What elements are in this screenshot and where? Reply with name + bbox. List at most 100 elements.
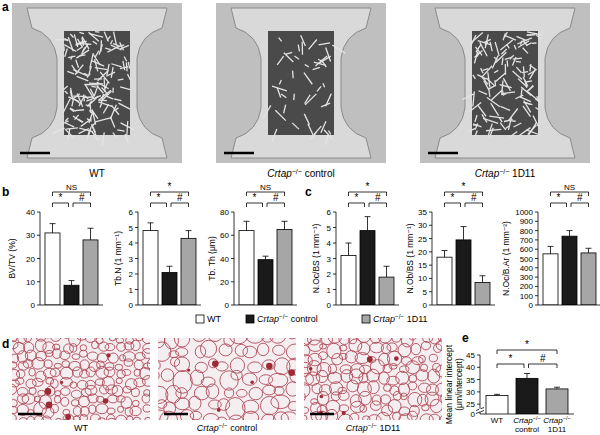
trabecula	[501, 106, 510, 110]
trabecula	[75, 109, 84, 111]
marrow-cavity	[268, 31, 334, 135]
bar-chart: 020406080Tb. Th (μm)NS*#	[207, 183, 297, 310]
y-tick	[37, 305, 40, 306]
y-tick-label: 0	[529, 301, 534, 310]
y-tick	[135, 305, 138, 306]
error-stem	[386, 266, 387, 277]
trabecula	[127, 74, 130, 80]
trabecula	[74, 115, 78, 120]
trabecula	[125, 134, 128, 143]
alveolar-wall	[130, 406, 141, 415]
alveolar-wall	[347, 380, 359, 392]
bar	[143, 231, 158, 305]
alveolar-wall	[175, 398, 190, 410]
y-tick	[535, 239, 538, 240]
alveolar-wall	[274, 387, 284, 396]
alveolar-wall	[248, 362, 262, 373]
alveolar-wall	[134, 378, 146, 387]
trabecula	[526, 43, 531, 46]
trabecula	[324, 130, 333, 140]
y-tick-label: 500	[520, 255, 534, 264]
marrow-cavity	[64, 31, 130, 135]
error-stem	[463, 227, 464, 240]
trabecula	[98, 100, 107, 102]
alveolar-wall	[359, 391, 372, 405]
error-bar	[586, 248, 592, 253]
alveolar-wall	[90, 414, 100, 420]
alveolar-wall	[86, 367, 95, 377]
alveolar-wall	[428, 369, 440, 383]
trabecula	[80, 54, 86, 56]
blood-cells	[187, 369, 190, 372]
trabecula	[292, 71, 294, 79]
trabecula	[92, 86, 97, 88]
panel-label: e	[462, 331, 469, 345]
image-background	[304, 338, 442, 420]
bar	[581, 253, 596, 305]
blood-cells	[320, 395, 324, 399]
trabecula	[95, 118, 110, 122]
trabecula	[529, 65, 536, 70]
y-tick-label: 10	[418, 274, 427, 283]
y-tick-label: 10	[26, 278, 35, 287]
error-cap	[586, 248, 592, 249]
y-tick	[535, 221, 538, 222]
alveolar-wall	[429, 414, 440, 420]
alveolar-wall	[203, 413, 219, 420]
blood-cells	[65, 414, 71, 420]
trabecula	[112, 88, 114, 93]
y-tick-label: 2	[129, 270, 134, 279]
alveolar-wall	[400, 393, 407, 400]
alveolar-wall	[158, 370, 159, 380]
y-tick	[135, 289, 138, 290]
error-cap	[88, 228, 94, 229]
trabecula	[308, 124, 314, 137]
y-tick	[477, 379, 480, 380]
alveolar-wall	[326, 400, 340, 414]
alveolar-wall	[106, 385, 118, 394]
trabecula	[77, 94, 83, 107]
alveolar-wall	[55, 391, 61, 396]
y-tick-label: 800	[520, 227, 534, 236]
bar-chart: 01002003004005006007008009001000N.Oc/B.A…	[501, 183, 600, 310]
alveolar-wall	[288, 401, 296, 410]
y-tick-label: 3	[129, 255, 134, 264]
alveolar-wall	[381, 343, 390, 353]
trabecula	[500, 85, 512, 88]
alveolar-wall	[142, 376, 150, 387]
significance-label: *	[157, 192, 161, 203]
histology-image	[5, 330, 162, 435]
trabecula	[499, 117, 502, 122]
trabecula	[91, 60, 104, 66]
trabecula	[478, 106, 486, 117]
y-tick-label: 4	[327, 239, 332, 248]
alveolar-wall	[192, 338, 207, 341]
alveolar-wall	[200, 340, 216, 357]
trabecula	[64, 38, 68, 40]
axis-break	[476, 408, 484, 414]
trabecula	[87, 129, 90, 138]
y-tick	[333, 305, 336, 306]
y-tick-label: 0	[423, 301, 428, 310]
trabecula	[526, 130, 538, 135]
trabecula	[517, 36, 527, 40]
error-cap	[148, 222, 154, 223]
y-tick-label: 20	[220, 278, 229, 287]
alveolar-wall	[350, 395, 361, 408]
genotype-superscript: −/−	[533, 415, 541, 421]
trabecula	[63, 46, 64, 50]
y-tick-label: 0	[225, 301, 230, 310]
error-stem	[71, 281, 72, 286]
comparison-bracket	[247, 203, 263, 207]
error-bar	[244, 221, 250, 230]
bar	[516, 378, 538, 414]
alveolar-wall	[286, 344, 296, 360]
trabecula	[99, 90, 111, 100]
alveolar-wall	[60, 351, 70, 360]
error-bar	[50, 224, 56, 233]
alveolar-wall	[398, 343, 411, 356]
alveolar-wall	[173, 371, 192, 394]
legend-swatch	[246, 315, 254, 323]
trabecula	[474, 51, 482, 58]
y-tick-label: 25	[466, 400, 475, 409]
